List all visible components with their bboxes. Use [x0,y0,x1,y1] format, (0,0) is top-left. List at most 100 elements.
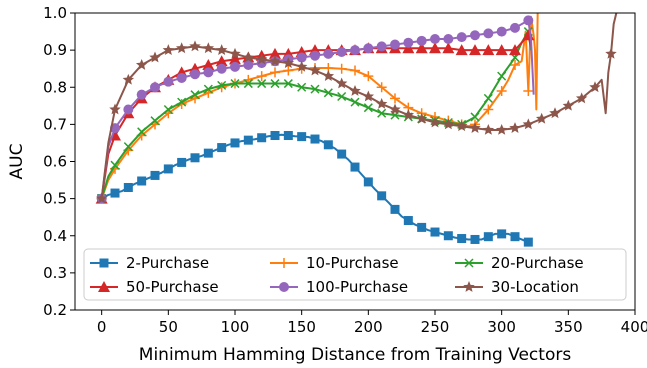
data-point [495,123,508,135]
data-point [483,104,494,115]
data-point [177,157,187,167]
data-point [562,99,575,111]
series-30-location [95,13,618,204]
data-point [243,59,254,70]
data-point [230,138,240,148]
x-tick-label: 150 [287,318,316,336]
data-point [203,67,214,78]
data-point [283,79,293,89]
data-point [470,30,480,41]
data-point [363,103,373,113]
data-point [350,45,360,56]
data-point [509,122,521,133]
axes-layer: 0 50 100 150 200 250 300 350 400 0.2 0.3 0.4 0.5 0.6 0… [43,4,647,336]
data-point [376,82,387,93]
data-point [336,46,347,57]
legend-label: 10-Purchase [306,254,399,272]
data-point [150,82,160,93]
x-tick-label: 0 [97,318,107,336]
data-point [390,93,400,104]
y-tick-label: 0.5 [43,190,67,208]
data-point [176,72,187,83]
data-point [469,44,481,56]
data-point [202,58,215,70]
data-point [403,37,414,48]
data-point [283,131,293,141]
data-point [337,92,347,102]
data-point [535,112,548,124]
y-tick-label: 1.0 [43,4,67,22]
data-point [483,93,493,103]
data-point [575,92,588,104]
data-point [295,60,308,72]
data-point [150,170,160,180]
data-point [455,44,468,56]
legend-item: 30-Location [455,278,579,296]
data-point [430,227,440,237]
data-point [137,176,147,186]
data-point [242,51,255,63]
data-point [282,57,295,68]
x-axis-title: Minimum Hamming Distance from Training V… [139,345,572,365]
data-point [217,143,227,153]
data-point [483,232,493,242]
data-point [336,63,347,74]
data-point [256,71,267,82]
x-tick-label: 350 [554,318,583,336]
data-point [337,149,347,159]
legend-swatch-marker [463,281,475,292]
data-point [377,108,387,118]
data-point [323,48,334,59]
x-tick-label: 250 [421,318,450,336]
data-point [483,28,494,39]
legend-item: 10-Purchase [270,254,399,272]
series-2-purchase [97,131,533,247]
y-tick-label: 0.6 [43,153,67,171]
data-point [469,122,481,133]
data-point [523,237,533,247]
data-point [215,44,228,55]
data-point [605,47,617,59]
series-100-purchase [96,15,535,204]
data-point [297,132,307,142]
data-point [110,160,120,170]
data-point [163,76,174,87]
data-point [149,51,161,63]
data-point [523,15,534,26]
data-point [215,55,228,67]
data-point [310,134,320,144]
y-tick-label: 0.4 [43,227,67,245]
data-point [362,90,375,102]
data-point [549,107,561,119]
data-point [122,73,135,85]
data-point [589,81,601,93]
data-point [497,229,507,239]
y-tick-label: 0.8 [43,78,67,96]
data-point [350,162,360,172]
data-point [497,71,507,81]
data-point [123,142,133,152]
data-point [470,234,480,244]
data-point [270,131,280,141]
data-point [270,67,280,78]
series-line [101,133,532,245]
data-point [229,47,241,59]
data-point [309,64,321,76]
data-point [457,234,467,244]
data-point [203,84,213,94]
series-10-purchase [96,13,539,204]
data-point [137,127,147,137]
data-point [136,89,147,100]
data-point [297,82,307,92]
data-point [510,59,520,70]
data-point [363,71,374,82]
data-point [363,43,374,54]
data-point [415,42,428,54]
data-point [429,42,441,54]
data-point [216,63,227,74]
data-point [229,53,241,65]
legend-item: 50-Purchase [90,278,219,296]
data-point [190,90,200,100]
data-point [322,70,335,81]
